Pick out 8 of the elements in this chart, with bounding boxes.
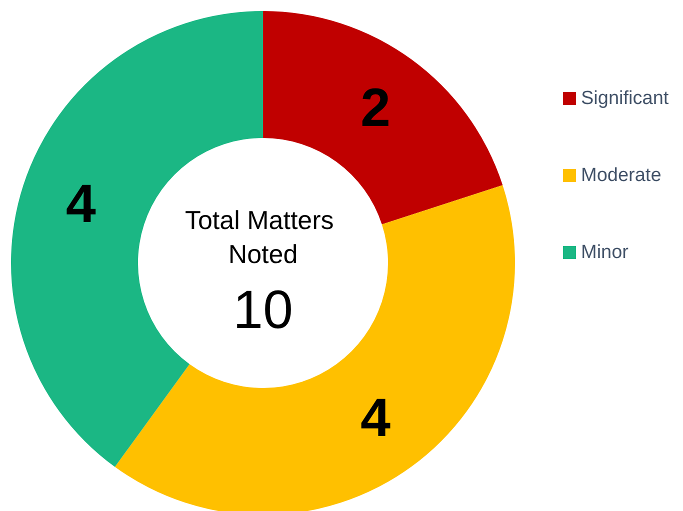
data-label: 2 bbox=[360, 78, 391, 138]
text: Total Matters Noted bbox=[184, 205, 342, 269]
legend-label: Minor bbox=[581, 242, 630, 263]
text: 10 bbox=[232, 280, 294, 340]
legend-label: Moderate bbox=[581, 165, 662, 186]
legend-label: Significant bbox=[581, 88, 670, 109]
data-label: 4 bbox=[360, 388, 391, 448]
data-label: 4 bbox=[66, 174, 96, 234]
